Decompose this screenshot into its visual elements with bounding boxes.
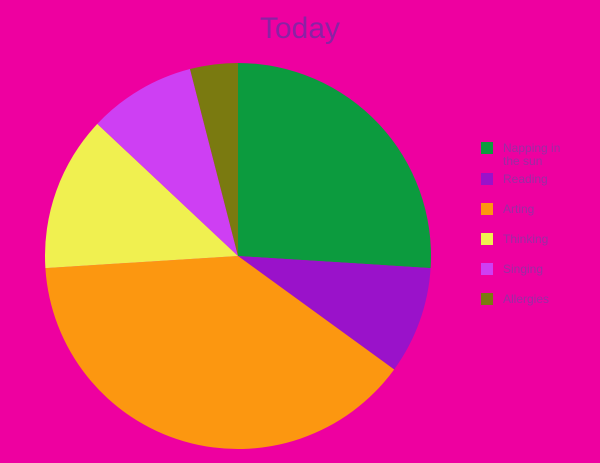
pie-slice-thinking — [44, 123, 238, 269]
legend-item: Arting — [481, 203, 577, 216]
chart-title: Today — [259, 12, 341, 45]
legend-swatch-arting-color-icon — [481, 203, 493, 215]
pie-slice-reading — [238, 256, 431, 370]
legend-item: Allergies — [481, 293, 577, 306]
legend-swatch-reading-color-icon — [481, 173, 493, 185]
legend-label: Allergies — [503, 292, 550, 306]
pie-slice-arting — [45, 256, 395, 449]
legend-swatch-allergies-color-icon — [481, 293, 493, 305]
legend-label: Napping in the sun — [503, 141, 561, 168]
legend-swatch-napping-color-icon — [481, 142, 493, 154]
pie-slice-singing — [97, 69, 238, 256]
legend-label: Reading — [503, 172, 548, 186]
legend-item: Singing — [481, 263, 577, 276]
legend-label: Thinking — [503, 232, 549, 246]
pie-slice-napping-in-the-sun — [238, 63, 432, 269]
legend-label: Singing — [503, 262, 544, 276]
legend-swatch-singing-color-icon — [481, 263, 493, 275]
legend-swatch-thinking-color-icon — [481, 233, 493, 245]
legend-label: Arting — [503, 202, 535, 216]
pie-slice-allergies — [190, 63, 238, 256]
legend-item: Thinking — [481, 233, 577, 246]
legend-item: Napping in the sun — [481, 142, 577, 168]
legend-item: Reading — [481, 173, 577, 186]
legend: Napping in the sun Reading Arting Thinki… — [481, 142, 577, 323]
